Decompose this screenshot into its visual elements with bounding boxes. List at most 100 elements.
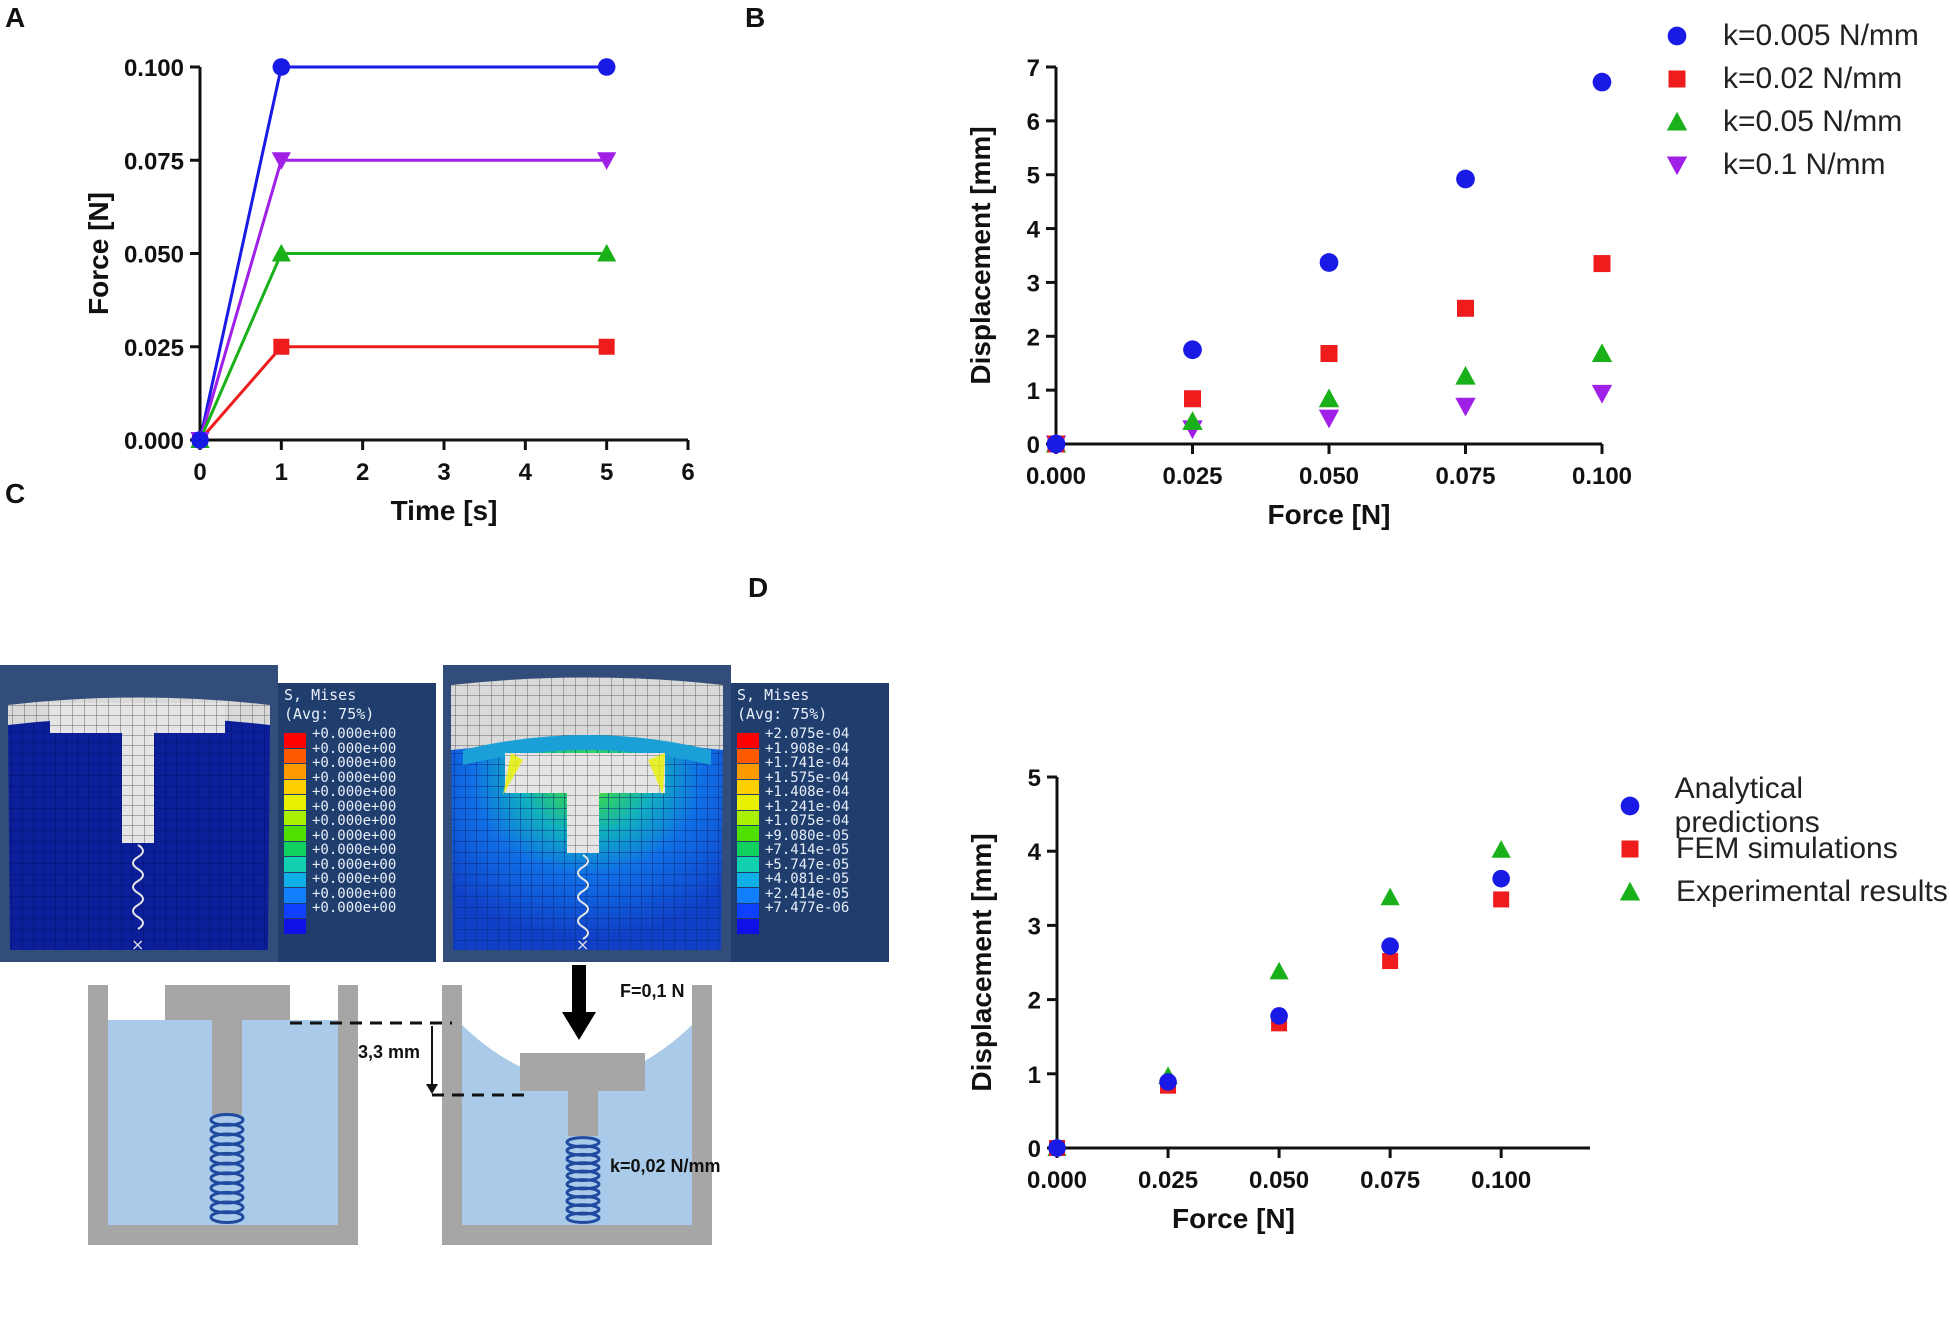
chart-b: 0 1 2 3 4 5 6 7 0.000 0.025 0.050 0.075 0.100 Force [… [965,55,1632,530]
colorbar-value: +0.000e+00 [312,842,397,858]
colorbar-value: +0.000e+00 [312,740,397,757]
data-point [1492,869,1510,888]
y-tick-label: 4 [1028,839,1042,866]
legend-item: k=0.005 N/mm [1665,14,1919,57]
data-point [1184,390,1201,408]
chart-d: 0 1 2 3 4 5 0.000 0.025 0.050 0.075 0.100 Force [N]… [966,765,1590,1234]
y-tick-label: 2 [1027,324,1040,351]
y-tick-label: 5 [1027,163,1040,190]
fem-legend-title: S, Mises [737,686,810,704]
colorbar-value: +1.575e-04 [765,769,850,786]
colorbar-values: +0.000e+00 +0.000e+00 +0.000e+00 +0.000e+00… [312,727,396,935]
force-label: F=0,1 N [620,981,685,1001]
data-point [597,243,617,262]
data-point [191,431,209,449]
y-tick-label: 1 [1027,378,1040,405]
force-arrow-shaft [572,965,586,1015]
spring-left [209,1113,245,1224]
colorbar-swatch [284,888,306,904]
data-point [597,152,617,170]
y-tick-label: 3 [1027,270,1040,297]
x-tick-label: 0.100 [1471,1167,1531,1194]
colorbar-swatch [284,841,306,857]
x-tick-label: 0.050 [1299,463,1359,490]
colorbar-swatch [284,779,306,795]
data-point [1269,961,1289,980]
data-point [1048,1139,1066,1157]
x-tick-label: 0.000 [1026,463,1086,490]
colorbar-swatch [737,795,759,811]
colorbar-value: +5.747e-05 [765,856,850,873]
legend-label: k=0.02 N/mm [1723,61,1903,95]
legend-marker [1621,840,1639,857]
colorbar-swatch [737,764,759,780]
data-point [597,58,616,76]
data-point [1320,345,1338,363]
data-point [1493,891,1510,908]
y-tick-label: 0.100 [124,55,184,82]
data-point [273,338,290,355]
data-point [1318,409,1340,429]
y-tick-label: 2 [1028,988,1041,1015]
spring-right [565,1136,601,1224]
legend-marker [1666,156,1688,175]
data-point [1380,887,1400,906]
colorbar-value: +0.000e+00 [312,769,397,786]
legend-marker-shape [1621,840,1639,857]
data-point [272,58,291,76]
spring-schematic: 3,3 mm F=0,1 N k=0,02 N/mm [88,965,721,1245]
data-point [1382,953,1399,970]
y-tick-label: 0.000 [124,428,184,455]
x-tick-label: 0.025 [1162,463,1222,490]
legend-marker [1668,70,1686,87]
x-tick-label: 0.025 [1138,1167,1198,1194]
x-tick-label: 0.000 [1027,1167,1087,1194]
data-point [1593,255,1611,273]
legend-d: Analytical predictions FEM simulations Exp… [1618,772,1950,913]
x-axis-label: Force [N] [1172,1203,1295,1234]
colorbar-value: +0.000e+00 [312,726,397,742]
x-tick-label: 0.075 [1435,463,1495,490]
data-point [1591,384,1613,404]
legend-marker-shape [1667,26,1687,45]
legend-item: k=0.05 N/mm [1665,100,1919,143]
y-tick-label: 7 [1027,55,1040,82]
piston-head-left [165,985,290,1020]
fem-legend-left: S, Mises (Avg: 75%) +0.000e+00 +0.000e+00 +… [278,683,436,962]
data-point [598,338,615,355]
x-axis-label: Force [N] [1268,499,1391,530]
colorbar-swatch [737,857,759,873]
data-point [271,243,291,262]
spring-label: k=0,02 N/mm [610,1156,721,1176]
colorbar-swatch [284,919,306,935]
chart-a: 0.000 0.025 0.050 0.075 0.100 0 1 2 3 4 5 6 Time [s]… [83,55,695,526]
colorbar-swatch [284,748,306,764]
legend-marker [1620,796,1640,815]
colorbar-values: +2.075e-04 +1.908e-04 +1.741e-04 +1.575e-04… [765,727,849,935]
colorbar-swatch [737,748,759,764]
x-tick-label: 0.100 [1572,463,1632,490]
legend-marker [1666,111,1688,130]
panel-label-a: A [5,2,26,33]
colorbar-value: +0.000e+00 [312,798,397,815]
colorbar-value: +0.000e+00 [312,900,397,916]
colorbar-swatch [737,779,759,795]
panel-label-b: B [745,2,766,33]
colorbar-value: +2.075e-04 [765,726,850,742]
data-point [1456,169,1475,189]
y-tick-label: 0.050 [124,242,184,269]
colorbar-value: +1.408e-04 [765,784,850,800]
data-point [1591,343,1613,363]
x-tick-label: 3 [437,459,450,486]
legend-item: k=0.02 N/mm [1665,57,1919,100]
y-tick-label: 0 [1027,432,1040,459]
data-point [1159,1073,1177,1091]
piston-rod-left [212,1020,242,1115]
legend-label: FEM simulations [1676,831,1898,865]
spring-coil [209,1210,245,1224]
legend-marker-shape [1620,796,1640,815]
data-point [1318,388,1340,408]
legend-item: FEM simulations [1618,827,1950,870]
svg-text:×: × [131,935,144,954]
fem-render-right: × [443,665,731,962]
